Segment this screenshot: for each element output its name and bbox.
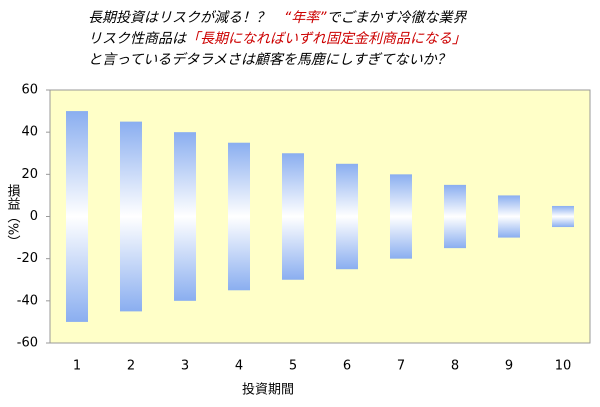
y-tick-label: -60: [17, 336, 38, 351]
bar: [336, 163, 358, 270]
x-tick-label: 7: [397, 359, 405, 374]
x-tick-label: 6: [343, 359, 351, 374]
bar: [120, 121, 142, 312]
x-tick-label: 9: [505, 359, 513, 374]
title-segment: “年率”: [284, 10, 327, 26]
y-axis-label: 損益（%）: [5, 184, 21, 248]
x-tick-label: 8: [451, 359, 459, 374]
x-tick-label: 3: [181, 359, 189, 374]
title-segment: と言っているデタラメさは顧客を馬鹿にしすぎてないか？: [88, 52, 451, 68]
bar: [174, 132, 196, 301]
bar: [66, 111, 88, 322]
x-tick-label: 5: [289, 359, 297, 374]
bar: [444, 184, 466, 249]
bar: [282, 153, 304, 280]
bar: [228, 142, 250, 291]
y-tick-label: 0: [30, 209, 38, 224]
x-tick-label: 4: [235, 359, 243, 374]
bar: [390, 174, 412, 259]
title-segment: 長期投資はリスクが減る！？: [88, 10, 284, 26]
x-tick-label: 10: [555, 359, 572, 374]
y-tick-label: 20: [21, 167, 38, 182]
title-segment: 「長期になればいずれ固定金利商品になる」: [186, 31, 466, 47]
x-axis-label: 投資期間: [242, 382, 294, 398]
x-tick-label: 2: [127, 359, 135, 374]
title-segment: でごまかす冷徹な業界: [327, 10, 468, 26]
title-line: 長期投資はリスクが減る！？ “年率”でごまかす冷徹な業界: [88, 10, 468, 26]
bar: [498, 195, 520, 238]
y-tick-label: -20: [17, 251, 38, 266]
x-tick-label: 1: [73, 359, 81, 374]
y-tick-label: -40: [17, 293, 38, 308]
y-tick-label: 40: [21, 125, 38, 140]
title-segment: リスク性商品は: [88, 31, 187, 47]
title-line: と言っているデタラメさは顧客を馬鹿にしすぎてないか？: [88, 52, 451, 68]
bar: [552, 205, 574, 228]
title-line: リスク性商品は「長期になればいずれ固定金利商品になる」: [88, 31, 466, 47]
y-tick-label: 60: [21, 83, 38, 98]
